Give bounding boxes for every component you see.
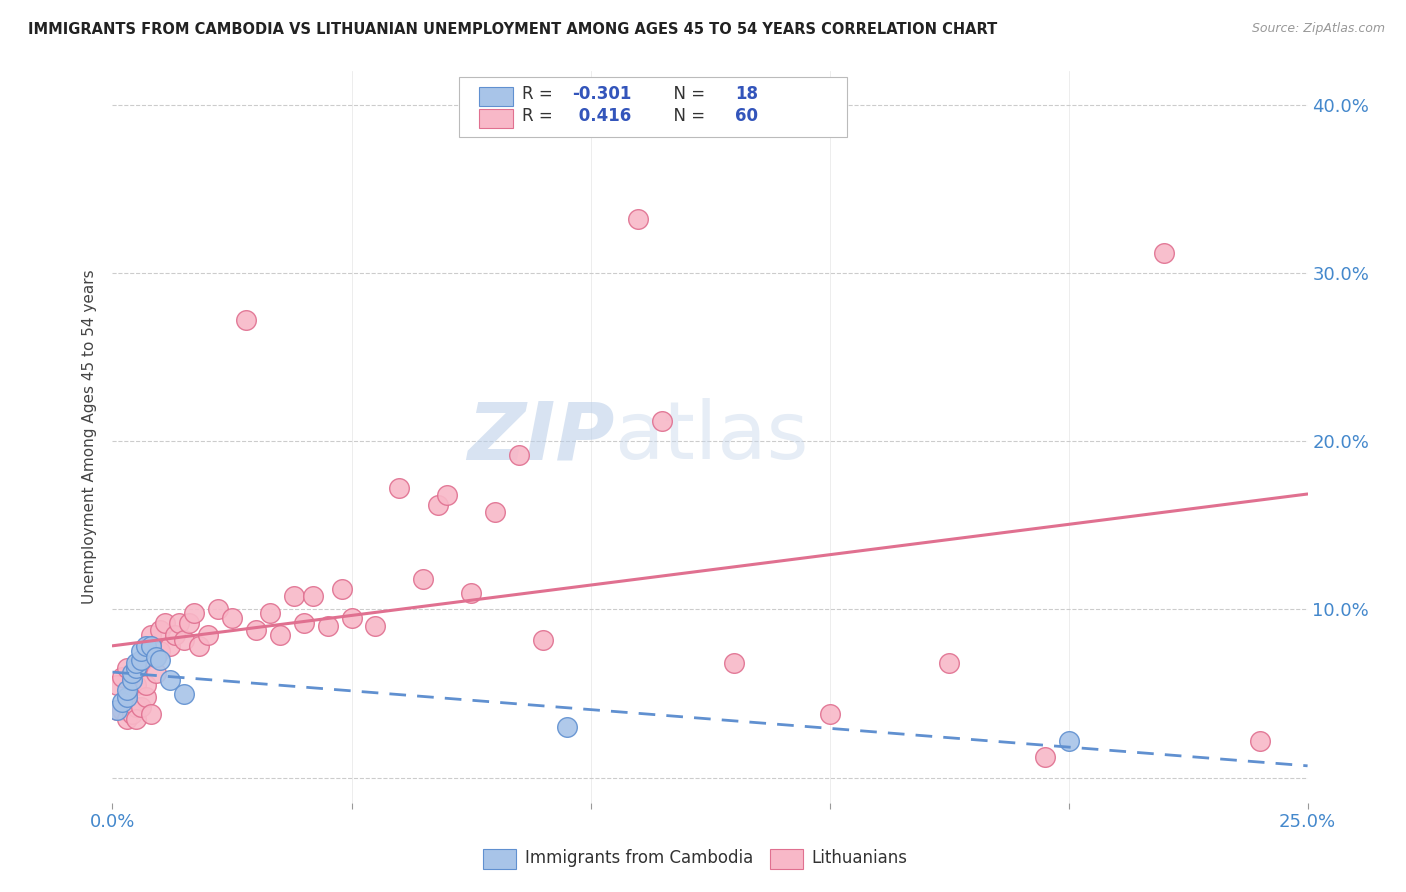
Point bbox=[121, 706, 143, 721]
Point bbox=[115, 712, 138, 726]
Point bbox=[139, 627, 162, 641]
Point bbox=[187, 640, 209, 654]
Text: R =: R = bbox=[523, 107, 558, 125]
Point bbox=[173, 686, 195, 700]
Point bbox=[340, 611, 363, 625]
Point bbox=[1033, 750, 1056, 764]
Text: atlas: atlas bbox=[614, 398, 808, 476]
Point bbox=[105, 703, 128, 717]
Text: IMMIGRANTS FROM CAMBODIA VS LITHUANIAN UNEMPLOYMENT AMONG AGES 45 TO 54 YEARS CO: IMMIGRANTS FROM CAMBODIA VS LITHUANIAN U… bbox=[28, 22, 997, 37]
Text: Source: ZipAtlas.com: Source: ZipAtlas.com bbox=[1251, 22, 1385, 36]
Point bbox=[145, 649, 167, 664]
Point bbox=[302, 589, 325, 603]
Point bbox=[173, 632, 195, 647]
Point bbox=[169, 615, 191, 630]
Point bbox=[129, 700, 152, 714]
Point bbox=[412, 572, 434, 586]
Point bbox=[129, 653, 152, 667]
Point bbox=[149, 623, 172, 637]
Point bbox=[121, 673, 143, 687]
Point bbox=[115, 690, 138, 704]
Text: 18: 18 bbox=[735, 86, 758, 103]
Point bbox=[125, 678, 148, 692]
Point bbox=[426, 498, 449, 512]
Point bbox=[121, 666, 143, 681]
Point bbox=[818, 706, 841, 721]
Text: R =: R = bbox=[523, 86, 558, 103]
Point bbox=[259, 606, 281, 620]
Point bbox=[207, 602, 229, 616]
Point bbox=[651, 414, 673, 428]
Text: Immigrants from Cambodia: Immigrants from Cambodia bbox=[524, 848, 754, 867]
FancyBboxPatch shape bbox=[770, 849, 803, 870]
Point bbox=[364, 619, 387, 633]
Point bbox=[388, 481, 411, 495]
Point bbox=[292, 615, 315, 630]
Point bbox=[235, 313, 257, 327]
Point bbox=[111, 670, 134, 684]
Text: 60: 60 bbox=[735, 107, 758, 125]
Point bbox=[105, 703, 128, 717]
Point bbox=[183, 606, 205, 620]
Text: N =: N = bbox=[664, 107, 711, 125]
Point bbox=[115, 661, 138, 675]
Point bbox=[245, 623, 267, 637]
Point bbox=[121, 673, 143, 687]
Text: N =: N = bbox=[664, 86, 711, 103]
Point bbox=[125, 661, 148, 675]
Point bbox=[283, 589, 305, 603]
Point bbox=[139, 649, 162, 664]
Point bbox=[436, 488, 458, 502]
Point bbox=[125, 657, 148, 671]
Point bbox=[555, 720, 578, 734]
Point bbox=[460, 585, 482, 599]
Point bbox=[1057, 733, 1080, 747]
Point bbox=[139, 640, 162, 654]
FancyBboxPatch shape bbox=[479, 109, 513, 128]
Point bbox=[145, 666, 167, 681]
Point bbox=[159, 673, 181, 687]
Point bbox=[145, 649, 167, 664]
Text: -0.301: -0.301 bbox=[572, 86, 631, 103]
Point bbox=[129, 644, 152, 658]
Point bbox=[115, 683, 138, 698]
Point bbox=[627, 212, 650, 227]
Point bbox=[129, 657, 152, 671]
Text: 0.416: 0.416 bbox=[572, 107, 631, 125]
Point bbox=[177, 615, 200, 630]
Point bbox=[197, 627, 219, 641]
Text: ZIP: ZIP bbox=[467, 398, 614, 476]
Point bbox=[330, 582, 353, 597]
Point bbox=[163, 627, 186, 641]
Point bbox=[159, 640, 181, 654]
Point bbox=[111, 695, 134, 709]
Point bbox=[125, 700, 148, 714]
Point bbox=[105, 678, 128, 692]
Point bbox=[508, 448, 530, 462]
Point bbox=[149, 644, 172, 658]
Point bbox=[153, 615, 176, 630]
Text: Lithuanians: Lithuanians bbox=[811, 848, 908, 867]
Point bbox=[938, 657, 960, 671]
FancyBboxPatch shape bbox=[458, 78, 848, 137]
Point bbox=[531, 632, 554, 647]
Point bbox=[723, 657, 745, 671]
FancyBboxPatch shape bbox=[479, 87, 513, 106]
Y-axis label: Unemployment Among Ages 45 to 54 years: Unemployment Among Ages 45 to 54 years bbox=[82, 269, 97, 605]
Point bbox=[135, 640, 157, 654]
Point bbox=[1153, 246, 1175, 260]
Point bbox=[1249, 733, 1271, 747]
Point bbox=[135, 678, 157, 692]
Point bbox=[135, 690, 157, 704]
Point bbox=[484, 505, 506, 519]
Point bbox=[221, 611, 243, 625]
Point bbox=[139, 706, 162, 721]
Point bbox=[149, 653, 172, 667]
Point bbox=[111, 703, 134, 717]
FancyBboxPatch shape bbox=[484, 849, 516, 870]
Point bbox=[125, 712, 148, 726]
Point bbox=[316, 619, 339, 633]
Point bbox=[269, 627, 291, 641]
